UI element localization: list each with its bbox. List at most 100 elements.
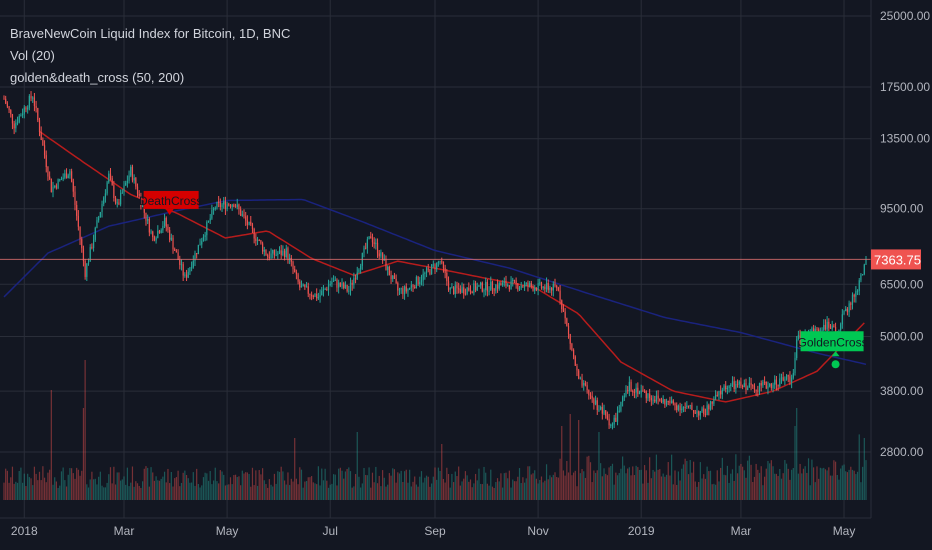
candle-body	[287, 248, 289, 260]
candle-body	[380, 252, 382, 257]
candle-body	[532, 286, 534, 291]
price-axis[interactable]: 25000.00 17500.00 13500.00 9500.00 6500.00 50…	[880, 9, 930, 459]
candle-body	[204, 235, 206, 237]
volume-bar	[216, 481, 218, 500]
symbol-title[interactable]: BraveNewCoin Liquid Index for Bitcoin, 1…	[10, 26, 291, 41]
volume-bar	[811, 459, 813, 500]
volume-bar	[28, 477, 30, 500]
volume-bar	[650, 478, 652, 500]
volume-bar	[439, 470, 441, 500]
volume-bar	[674, 470, 676, 500]
volume-bar	[292, 481, 294, 500]
volume-bar	[796, 408, 798, 500]
volume-bar	[529, 466, 531, 500]
volume-bar	[135, 481, 137, 500]
volume-bar	[598, 432, 600, 500]
volume-bar	[659, 469, 661, 500]
volume-bar	[103, 487, 105, 500]
volume-bar	[349, 471, 352, 500]
candle-body	[672, 400, 674, 404]
candle-body	[373, 242, 375, 244]
volume-bar	[792, 468, 794, 500]
candle-body	[57, 179, 59, 189]
volume-bar	[376, 483, 379, 500]
volume-bar	[104, 487, 107, 500]
candle-body	[101, 203, 103, 213]
volume-bar	[197, 483, 199, 500]
volume-bar	[287, 472, 289, 500]
volume-bar	[826, 470, 828, 500]
candle-body	[545, 282, 548, 290]
candle-body	[297, 274, 299, 282]
candle-body	[141, 205, 144, 207]
candle-body	[611, 424, 614, 426]
candle-body	[502, 282, 504, 286]
volume-bar	[42, 466, 44, 500]
candle-body	[246, 220, 248, 225]
volume-bar	[331, 483, 333, 500]
candle-body	[283, 250, 286, 257]
volume-bar	[305, 481, 308, 500]
candle-body	[507, 285, 509, 287]
candle-body	[508, 285, 510, 290]
volume-bar	[518, 468, 521, 500]
volume-bar	[831, 475, 833, 500]
candle-body	[785, 375, 788, 380]
candle-body	[43, 145, 46, 156]
price-tick-label: 2800.00	[880, 445, 924, 459]
volume-bar	[860, 482, 862, 500]
candle-body	[860, 274, 862, 281]
volume-bar	[273, 473, 276, 500]
volume-bar	[589, 462, 592, 500]
volume-study-label[interactable]: Vol (20)	[10, 48, 55, 63]
candle-body	[696, 411, 698, 414]
candle-body	[270, 253, 272, 259]
volume-bar	[767, 460, 769, 500]
candle-body	[485, 281, 487, 291]
volume-bar	[334, 474, 336, 500]
volume-bar	[289, 485, 291, 500]
volume-bar	[572, 472, 575, 500]
candle-body	[464, 293, 467, 295]
time-axis[interactable]: 2018 Mar May Jul Sep Nov 2019 Mar May	[11, 524, 855, 538]
volume-bar	[853, 470, 855, 500]
volume-bar	[47, 472, 49, 500]
candle-body	[214, 207, 216, 209]
candle-body	[216, 201, 218, 208]
candle-body	[503, 281, 505, 283]
volume-bar	[170, 471, 172, 500]
candle-body	[594, 400, 597, 405]
candle-body	[363, 247, 365, 253]
candle-body	[571, 343, 573, 350]
candle-body	[163, 217, 166, 226]
candle-body	[47, 167, 49, 177]
candle-body	[150, 231, 152, 233]
indicator-study-label[interactable]: golden&death_cross (50, 200)	[10, 70, 185, 85]
volume-bar	[253, 485, 255, 500]
volume-bar	[446, 467, 448, 500]
volume-bar	[311, 476, 313, 500]
volume-bar	[204, 472, 206, 500]
candle-body	[684, 406, 686, 408]
candle-body	[179, 259, 181, 265]
candle-body	[564, 311, 566, 319]
volume-bar	[569, 414, 571, 500]
volume-bar	[140, 487, 142, 500]
time-axis-panel[interactable]	[0, 518, 932, 550]
volume-bar	[714, 484, 717, 500]
candle-body	[35, 105, 37, 108]
candle-body	[272, 250, 274, 254]
candle-body	[33, 97, 36, 106]
volume-bar	[157, 480, 159, 500]
candle-body	[478, 285, 480, 287]
candle-body	[191, 267, 193, 269]
volume-bar	[547, 479, 549, 500]
candle-body	[490, 281, 492, 291]
volume-bar	[559, 458, 561, 500]
volume-bar	[21, 482, 24, 500]
volume-bar	[483, 466, 485, 500]
candle-body	[562, 309, 565, 312]
candle-body	[591, 396, 593, 399]
volume-bar	[158, 480, 161, 500]
